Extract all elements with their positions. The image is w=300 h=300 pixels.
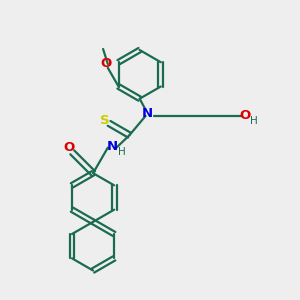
Text: N: N <box>107 140 118 153</box>
Text: O: O <box>100 57 112 70</box>
Text: N: N <box>142 107 153 120</box>
Text: O: O <box>64 141 75 154</box>
Text: S: S <box>100 114 109 127</box>
Text: H: H <box>250 116 258 126</box>
Text: O: O <box>239 109 250 122</box>
Text: H: H <box>118 147 125 157</box>
